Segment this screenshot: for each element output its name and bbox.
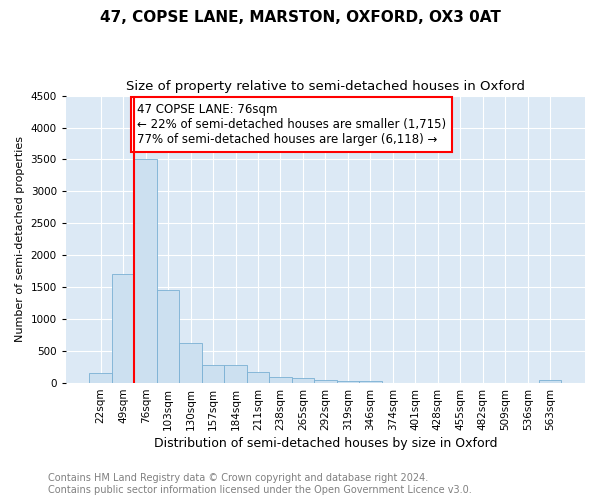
Bar <box>202 366 224 383</box>
Bar <box>337 380 359 383</box>
Title: Size of property relative to semi-detached houses in Oxford: Size of property relative to semi-detach… <box>126 80 525 93</box>
Bar <box>157 290 179 383</box>
Text: 47 COPSE LANE: 76sqm
← 22% of semi-detached houses are smaller (1,715)
77% of se: 47 COPSE LANE: 76sqm ← 22% of semi-detac… <box>137 103 446 146</box>
Bar <box>292 378 314 383</box>
Bar <box>539 380 562 383</box>
Bar <box>314 380 337 383</box>
Bar <box>89 374 112 383</box>
Bar <box>269 376 292 383</box>
Bar <box>247 372 269 383</box>
Bar <box>224 366 247 383</box>
Bar <box>134 160 157 383</box>
X-axis label: Distribution of semi-detached houses by size in Oxford: Distribution of semi-detached houses by … <box>154 437 497 450</box>
Bar <box>179 343 202 383</box>
Text: Contains HM Land Registry data © Crown copyright and database right 2024.
Contai: Contains HM Land Registry data © Crown c… <box>48 474 472 495</box>
Bar <box>112 274 134 383</box>
Text: 47, COPSE LANE, MARSTON, OXFORD, OX3 0AT: 47, COPSE LANE, MARSTON, OXFORD, OX3 0AT <box>100 10 500 25</box>
Y-axis label: Number of semi-detached properties: Number of semi-detached properties <box>15 136 25 342</box>
Bar <box>359 381 382 383</box>
